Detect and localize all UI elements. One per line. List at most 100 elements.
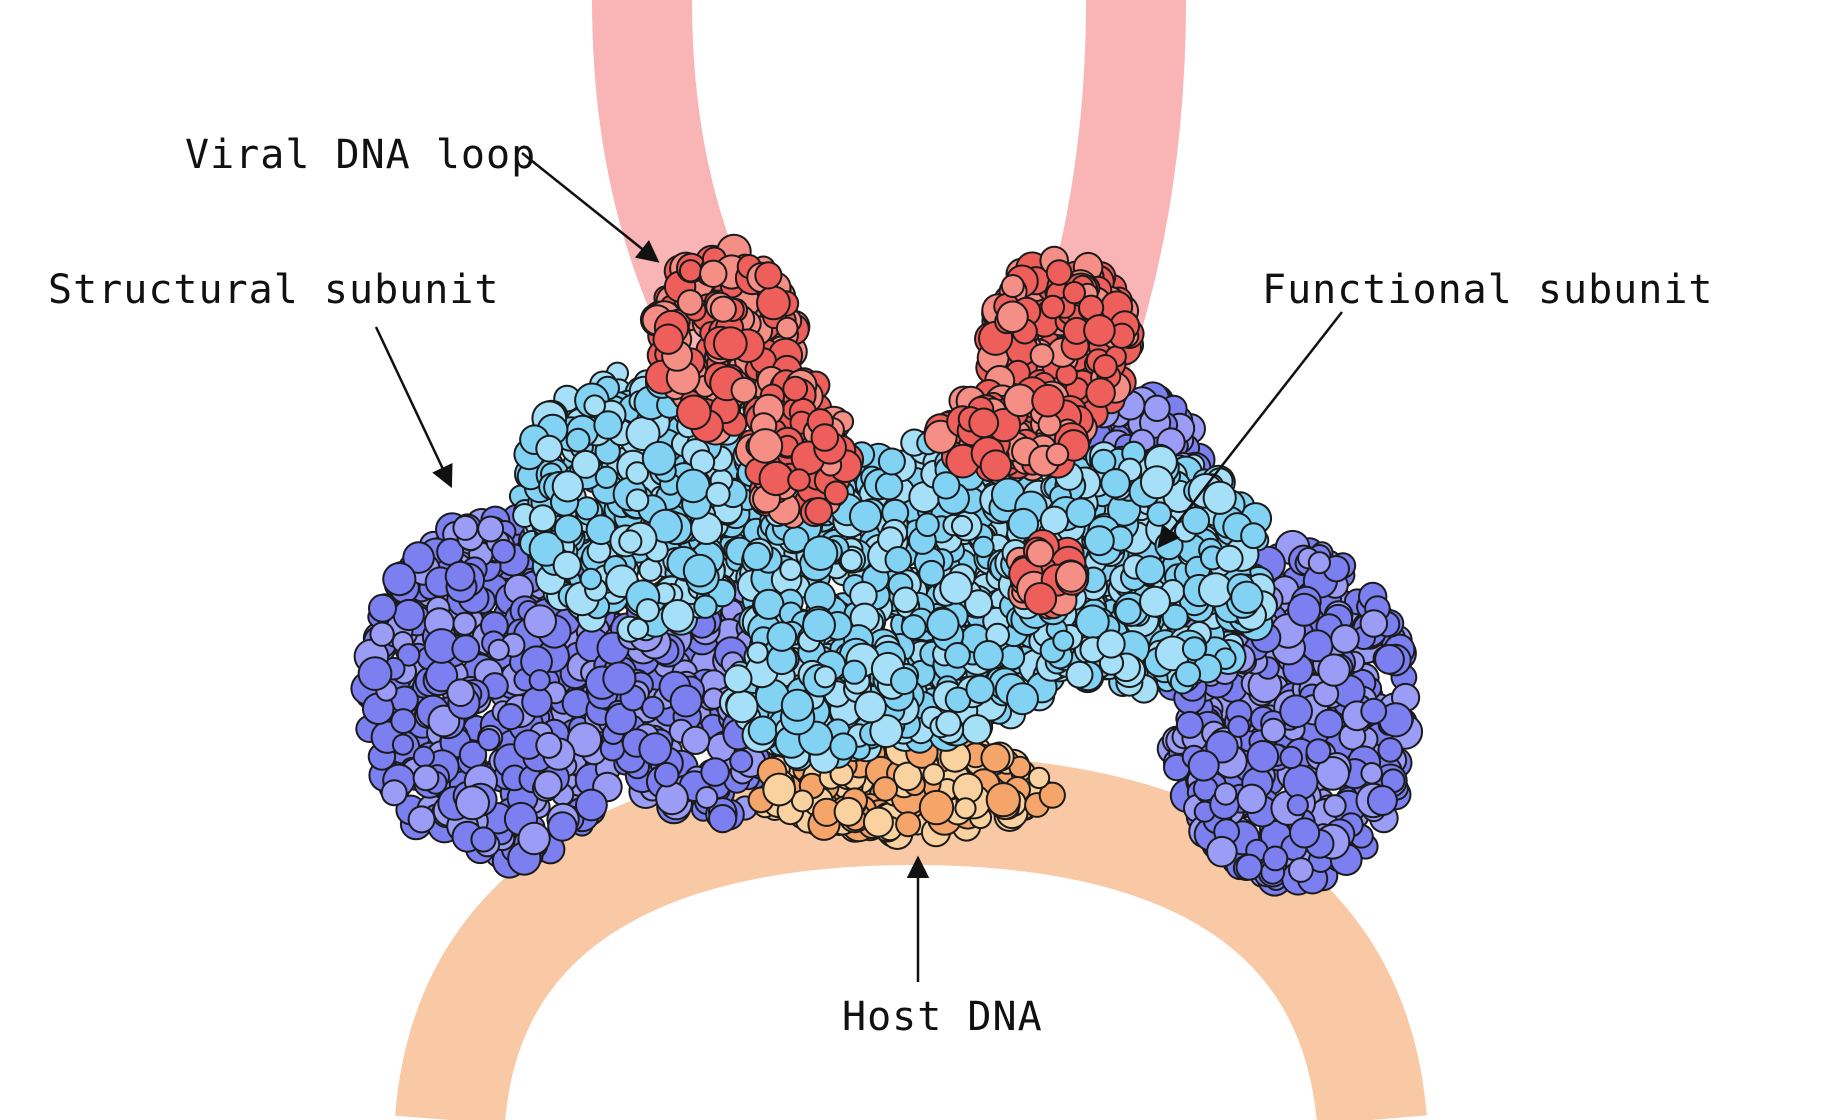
structural-subunit-left-atom — [370, 595, 395, 621]
structural-subunit-right-atom — [1288, 796, 1307, 815]
structural-subunit-left-atom — [392, 710, 415, 733]
structural-subunit-right-atom — [1332, 626, 1358, 652]
structural-subunit-left-atom — [537, 733, 561, 757]
structural-subunit-inner-left-atom — [683, 727, 709, 754]
structural-subunit-right-atom — [1362, 764, 1381, 783]
structural-subunit-left-atom — [392, 687, 417, 713]
structural-subunit-left-atom — [384, 564, 415, 595]
structural-subunit-left-atom — [472, 828, 495, 851]
host-dna-atoms-atom — [920, 791, 953, 824]
host-dna-atoms-atom — [1029, 768, 1049, 788]
structural-subunit-left-atom — [448, 680, 473, 705]
structural-subunit-right-atom — [1362, 699, 1386, 723]
structural-subunit-left-atom — [453, 636, 479, 661]
structural-subunit-right-atom — [1316, 710, 1342, 737]
host-dna-atoms-atom — [924, 765, 943, 784]
structural-subunit-left-atom — [382, 781, 406, 805]
functional-subunit-center-atom — [841, 551, 861, 570]
host-dna-atoms-atom — [835, 798, 862, 825]
functional-subunit-left-atom — [581, 569, 601, 589]
functional-subunit-left-atom — [553, 472, 582, 501]
functional-subunit-left-atom — [555, 516, 582, 542]
functional-subunit-left-atom — [576, 498, 598, 519]
structural-subunit-left-atom — [427, 661, 457, 691]
structural-subunit-left-atom — [359, 658, 391, 689]
functional-subunit-left-atom — [662, 601, 693, 631]
structural-subunit-right-atom — [1281, 696, 1311, 727]
structural-subunit-right-atom — [1379, 739, 1402, 761]
structural-subunit-left-atom — [425, 630, 458, 662]
structural-subunit-left-atom — [563, 690, 590, 717]
host-dna-atoms-atom — [987, 784, 1019, 816]
structural-subunit-left — [350, 503, 650, 879]
structural-subunit-left-atom — [371, 623, 393, 645]
structural-subunit-left-atom — [479, 730, 499, 750]
structural-subunit-inner-left-atom — [655, 763, 678, 786]
structural-subunit-left-atom — [577, 790, 606, 820]
structural-subunit-inner-left-atom — [640, 734, 670, 764]
structural-subunit-right-atom — [1368, 787, 1396, 814]
protein-dna-complex — [350, 233, 1424, 897]
host-dna-atoms-atom — [956, 799, 975, 818]
structural-subunit-left-atom — [549, 813, 576, 840]
structural-subunit-inner-left-atom — [604, 663, 635, 694]
structural-subunit-left-atom — [525, 606, 555, 637]
structural-subunit-left-atom — [393, 735, 413, 754]
structural-subunit-right-atom — [1216, 784, 1236, 804]
structural-subunit-right-atom — [1291, 819, 1319, 847]
structural-subunit-left-atom — [489, 640, 508, 660]
structural-subunit-left-atom — [446, 562, 474, 590]
functional-subunit-left-atom — [643, 442, 675, 474]
structural-subunit-right-atom — [1325, 796, 1345, 816]
structural-subunit-right-atom — [1248, 742, 1278, 771]
functional-subunit-left-atom — [596, 467, 617, 487]
structural-subunit-left-atom — [568, 724, 601, 756]
structural-subunit-left-atom — [429, 706, 459, 736]
functional-subunit-center-atom — [974, 537, 993, 557]
structural-subunit-left-atom — [414, 747, 433, 766]
structural-subunit-left-atom — [457, 787, 488, 819]
functional-subunit-left-atom — [573, 451, 599, 477]
functional-subunit-left-atom — [677, 470, 709, 502]
host-dna-atoms-atom — [764, 774, 795, 805]
structural-subunit-left-atom — [530, 671, 549, 690]
functional-subunit-left-atom — [595, 412, 621, 438]
structural-subunit-inner-left-atom — [710, 806, 736, 832]
host-dna-atoms-atom — [792, 791, 812, 811]
functional-subunit-left-atom — [707, 483, 729, 505]
structural-subunit-inner-left-atom — [731, 751, 752, 772]
structural-subunit-left-atom — [519, 823, 549, 854]
functional-subunit-left-atom — [627, 490, 648, 511]
functional-subunit-left-atom — [684, 555, 715, 586]
host-dna-atoms-atom — [982, 744, 1009, 772]
functional-subunit-left-atom — [637, 600, 659, 621]
structural-subunit-right-atom — [1238, 785, 1266, 812]
structural-subunit-right-atom — [1208, 837, 1236, 866]
structural-subunit-right-atom — [1307, 740, 1330, 763]
structural-subunit-right-atom — [1229, 717, 1248, 736]
structural-subunit-left-atom — [438, 539, 463, 564]
structural-subunit-left-atom — [454, 613, 475, 634]
structural-subunit-left-atom — [479, 517, 503, 541]
structural-subunit-inner-left-atom — [671, 686, 701, 716]
structural-subunit-right-atom — [1177, 712, 1202, 737]
structural-subunit-right-atom — [1289, 594, 1320, 625]
structural-subunit-right-atom — [1361, 611, 1387, 636]
functional-subunit-center-atom — [1001, 646, 1024, 669]
structural-subunit-right-atom — [1281, 747, 1301, 768]
structural-subunit-right-atom — [1237, 855, 1261, 879]
structural-subunit-left-atom — [394, 600, 423, 630]
structural-subunit-right-atom — [1290, 859, 1312, 881]
structural-subunit-inner-left-atom — [657, 783, 687, 814]
functional-subunit-left-atom — [640, 559, 661, 580]
structural-subunit-left-atom — [454, 516, 477, 539]
structural-subunit-right-atom — [1262, 719, 1285, 742]
functional-subunit-left-atom — [567, 429, 589, 451]
structural-subunit-right-atom — [1189, 751, 1218, 780]
host-dna-atoms-atom — [874, 778, 897, 800]
structural-subunit-right-atom — [1309, 553, 1329, 573]
structural-subunit-inner-left-atom — [643, 697, 663, 718]
structural-subunit-right-atom — [1319, 655, 1349, 685]
structural-subunit-left-atom — [515, 731, 542, 758]
